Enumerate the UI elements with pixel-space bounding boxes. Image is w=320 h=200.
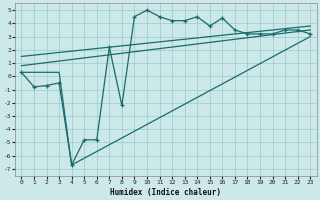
X-axis label: Humidex (Indice chaleur): Humidex (Indice chaleur) (110, 188, 221, 197)
